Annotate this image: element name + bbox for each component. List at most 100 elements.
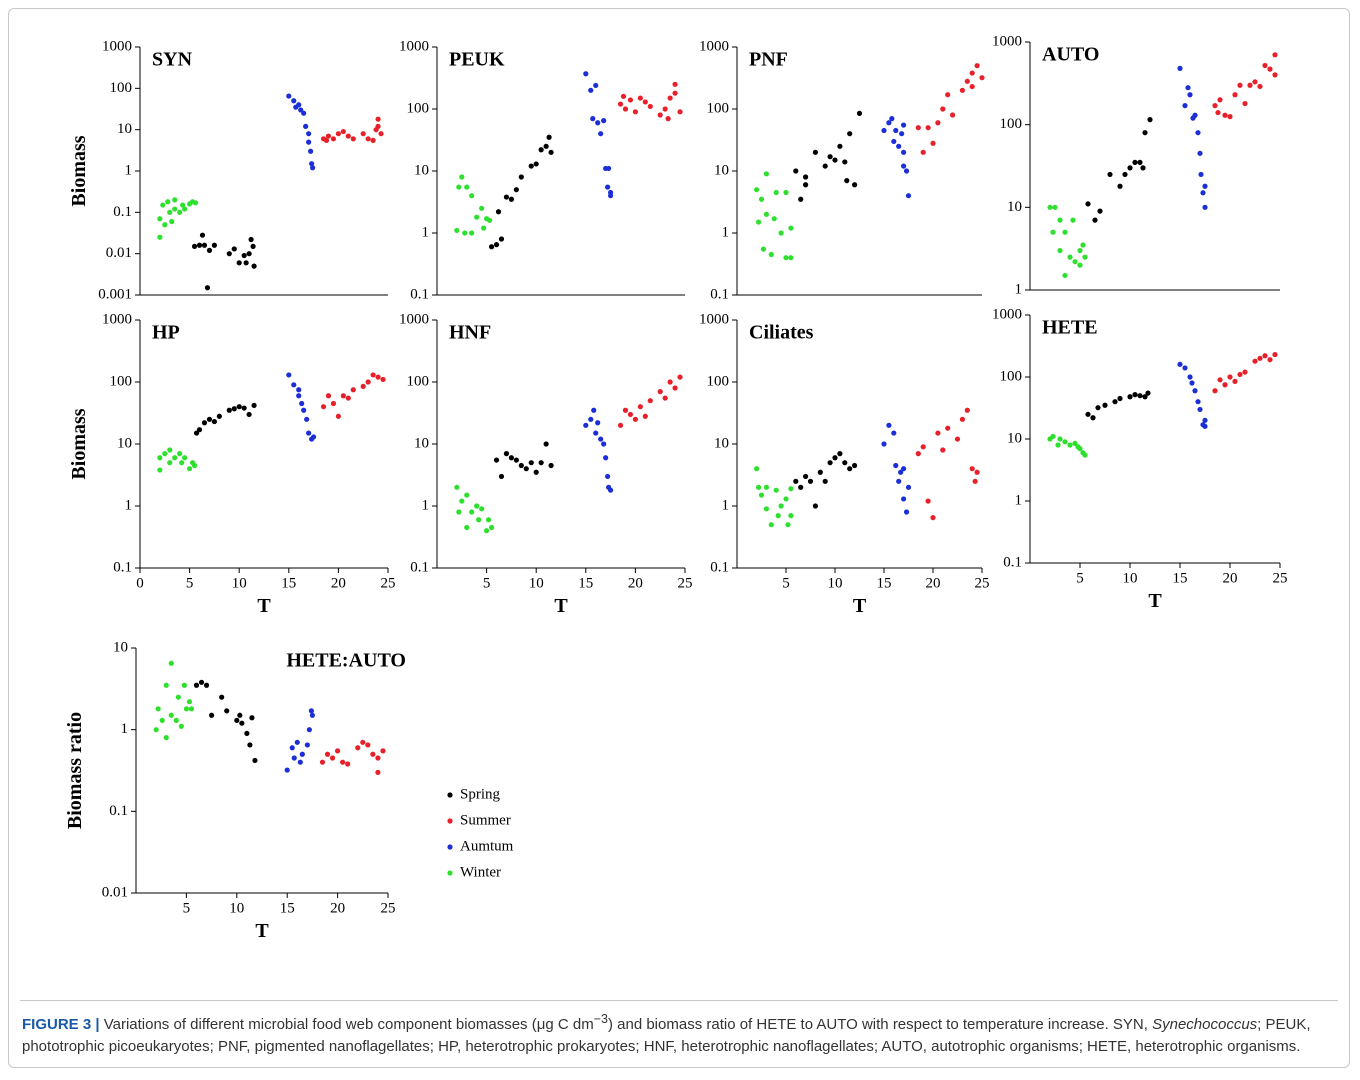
point [380,748,386,754]
point [1097,208,1103,214]
point [243,260,249,266]
point [905,193,912,199]
point [179,460,185,466]
point [1107,171,1113,178]
point [479,205,485,211]
point [940,106,946,112]
point [632,109,639,115]
point [817,469,823,475]
point [812,149,819,155]
point [1217,377,1223,383]
point [157,455,163,461]
point [837,143,843,149]
point [1202,417,1208,423]
point [798,484,804,490]
y-tick-label: 1000 [699,311,729,327]
point [637,404,643,410]
legend-label: Aumtum [460,838,514,854]
point [370,751,376,757]
point [157,467,163,473]
point [508,196,514,202]
point [903,168,910,174]
x-tick-label: 25 [381,900,396,916]
y-tick-label: 0.01 [106,245,132,261]
point [350,136,356,142]
point [291,98,297,104]
point [301,407,307,413]
point [486,217,493,223]
point [588,87,594,93]
point [595,420,601,426]
y-tick-label: 100 [707,100,730,116]
x-tick-label: 10 [232,575,247,591]
point [173,717,179,723]
point [498,236,505,242]
point [1252,79,1258,85]
point [755,219,762,225]
point [1182,365,1188,371]
point [495,209,502,215]
point [286,93,292,99]
point [1050,229,1056,235]
point [945,425,951,431]
x-axis-label: T [255,920,269,942]
point [852,462,858,469]
point [665,116,671,122]
point [459,174,465,180]
point [345,133,351,139]
point [856,110,863,116]
point [234,717,240,723]
point [518,174,524,180]
point [1252,358,1258,364]
point [1222,382,1228,388]
point [1082,452,1088,458]
point [1117,183,1123,189]
y-tick-label: 0.001 [98,286,132,302]
point [538,460,544,466]
point [1145,390,1151,396]
point [1075,444,1081,450]
point [523,466,529,472]
x-tick-label: 25 [975,575,990,591]
point [959,87,966,93]
point [456,184,462,190]
panel-title: SYN [152,49,193,71]
figure-frame [8,8,1350,1068]
point [605,184,611,190]
point [1102,402,1108,408]
point [896,478,902,484]
point [758,196,765,202]
point [785,522,791,528]
point [1242,369,1248,375]
point [503,451,510,457]
point [1262,353,1268,359]
point [163,734,169,741]
point [844,178,850,184]
point [788,486,794,492]
point [1077,262,1083,268]
point [296,387,302,393]
point [647,398,653,404]
point [251,402,257,408]
point [201,420,208,426]
point [642,413,648,419]
point [493,457,500,463]
point [546,134,552,140]
point [226,407,232,413]
point [899,131,905,137]
point [617,422,624,428]
x-tick-label: 15 [280,900,295,916]
y-tick-label: 0.1 [710,559,729,575]
point [340,759,346,765]
point [291,382,297,388]
point [251,263,257,269]
point [375,123,381,129]
point [954,436,961,442]
point [925,125,931,131]
point [595,120,601,126]
point [193,682,200,688]
point [896,143,902,149]
point [241,405,247,411]
point [476,517,482,523]
point [1247,82,1253,88]
